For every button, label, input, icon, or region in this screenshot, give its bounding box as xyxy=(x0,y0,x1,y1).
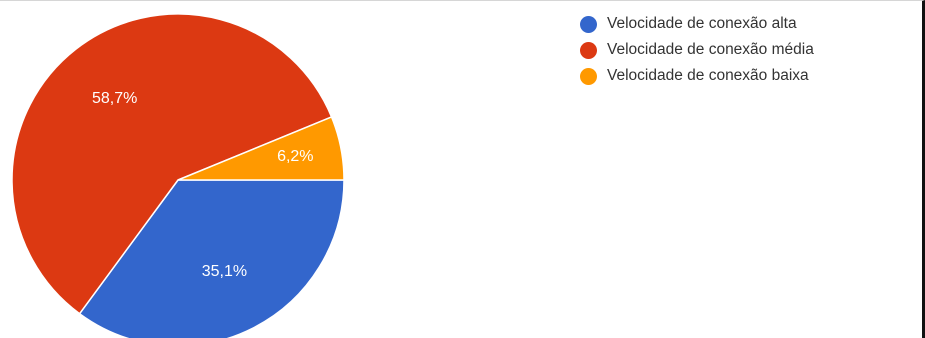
pie-slice-media[interactable] xyxy=(11,13,333,315)
pie-slice-baixa[interactable] xyxy=(177,115,345,181)
legend-item-baixa[interactable]: Velocidade de conexão baixa xyxy=(580,63,814,89)
pie-slice-label-media: 58,7% xyxy=(92,90,137,107)
pie-slice-labels: 35,1% 58,7% 6,2% xyxy=(92,90,314,280)
legend-item-media[interactable]: Velocidade de conexão média xyxy=(580,37,814,63)
legend-swatch-media xyxy=(580,41,597,59)
pie-slice-label-alta: 35,1% xyxy=(202,263,247,280)
pie-slice-alta[interactable] xyxy=(78,179,345,338)
legend-label-alta: Velocidade de conexão alta xyxy=(607,15,797,32)
legend: Velocidade de conexão alta Velocidade de… xyxy=(580,11,814,89)
pie-slice-label-baixa: 6,2% xyxy=(277,148,313,165)
pie-slices xyxy=(11,13,345,338)
legend-swatch-alta xyxy=(580,15,597,33)
legend-label-baixa: Velocidade de conexão baixa xyxy=(607,67,809,84)
legend-swatch-baixa xyxy=(580,67,597,85)
legend-item-alta[interactable]: Velocidade de conexão alta xyxy=(580,11,814,37)
legend-label-media: Velocidade de conexão média xyxy=(607,41,814,58)
